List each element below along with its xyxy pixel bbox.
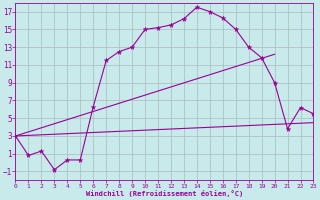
X-axis label: Windchill (Refroidissement éolien,°C): Windchill (Refroidissement éolien,°C)	[86, 190, 243, 197]
